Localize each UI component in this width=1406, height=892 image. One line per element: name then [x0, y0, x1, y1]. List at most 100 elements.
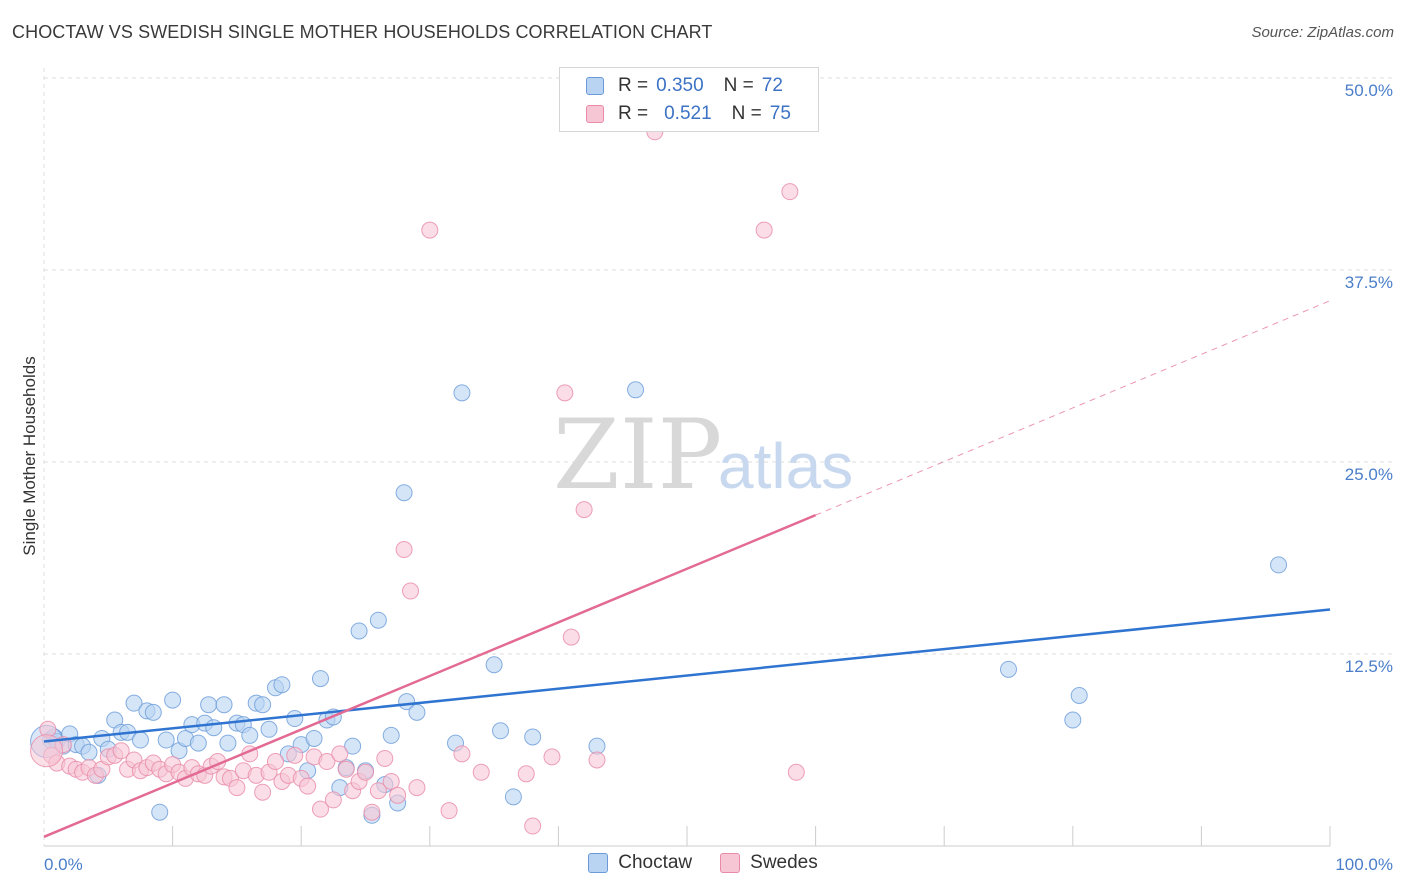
- swedes-point: [357, 763, 374, 781]
- x-tick-label: 0.0%: [44, 855, 83, 874]
- choctaw-point: [1270, 556, 1288, 574]
- choctaw-point: [305, 729, 323, 747]
- swedes-point: [755, 221, 773, 239]
- swedes-trend-line: [43, 513, 817, 838]
- swedes-point: [337, 760, 355, 778]
- swedes-point: [112, 742, 130, 760]
- swedes-point: [588, 751, 606, 769]
- choctaw-label: Choctaw: [618, 852, 693, 873]
- swedes-point: [266, 753, 284, 771]
- choctaw-point: [1070, 686, 1088, 704]
- legend-r-value: 0.350: [656, 75, 704, 96]
- chart-title: CHOCTAW VS SWEDISH SINGLE MOTHER HOUSEHO…: [12, 22, 713, 42]
- swedes-point: [575, 501, 593, 519]
- choctaw-point: [311, 670, 329, 688]
- watermark-zip: ZIP: [553, 399, 722, 511]
- swedes-swatch: [720, 853, 741, 873]
- legend-n-label: N =: [723, 75, 754, 96]
- swedes-point: [331, 745, 349, 763]
- data-points: [30, 123, 1288, 835]
- series-legend-swedes: Swedes: [720, 852, 818, 874]
- swedes-point: [562, 628, 580, 646]
- legend-r-value: 0.521: [664, 103, 712, 124]
- choctaw-point: [1000, 660, 1017, 678]
- swedes-point: [787, 763, 805, 781]
- swedes-point: [421, 221, 439, 239]
- watermark-atlas: atlas: [718, 430, 853, 502]
- swedes-point: [524, 817, 542, 835]
- choctaw-point: [189, 734, 207, 752]
- swedes-trend-extension: [815, 300, 1331, 516]
- x-axis-tick-labels: 0.0% 100.0%: [44, 855, 1393, 874]
- y-tick-label: 50.0%: [1345, 81, 1393, 100]
- choctaw-point: [408, 703, 426, 721]
- x-axis-ticks: [172, 826, 1331, 846]
- swedes-point: [382, 772, 400, 790]
- swedes-point: [781, 183, 799, 201]
- legend-swatch-choctaw: [586, 77, 604, 95]
- choctaw-point: [80, 743, 98, 761]
- legend-n-label: N =: [731, 103, 762, 124]
- choctaw-point: [344, 737, 362, 755]
- legend-swatch-swedes: [586, 105, 604, 123]
- choctaw-point: [215, 696, 233, 714]
- choctaw-point: [164, 691, 182, 709]
- swedes-point: [556, 384, 574, 402]
- legend-row-choctaw: R = 0.350 N = 72: [586, 74, 783, 98]
- choctaw-point: [219, 734, 237, 752]
- choctaw-point: [157, 731, 175, 749]
- choctaw-point: [369, 611, 387, 629]
- y-tick-label: 25.0%: [1345, 465, 1393, 484]
- series-legend-choctaw: Choctaw: [588, 852, 692, 874]
- y-axis-tick-labels: 12.5% 25.0% 37.5% 50.0%: [1345, 81, 1393, 676]
- choctaw-point: [205, 719, 223, 737]
- swedes-point: [369, 782, 387, 800]
- choctaw-point: [395, 484, 413, 502]
- choctaw-point: [524, 728, 542, 746]
- choctaw-point: [273, 676, 291, 694]
- swedes-point: [299, 777, 317, 795]
- choctaw-point: [125, 694, 143, 712]
- swedes-point: [408, 779, 426, 797]
- swedes-point: [402, 582, 420, 600]
- legend-row-swedes: R = 0.521 N = 75: [586, 102, 791, 126]
- swedes-point: [440, 802, 458, 820]
- swedes-point: [318, 753, 336, 771]
- choctaw-trend-line: [43, 608, 1331, 743]
- choctaw-point: [286, 710, 304, 728]
- choctaw-point: [453, 384, 471, 402]
- swedes-point: [453, 745, 471, 763]
- swedes-point: [254, 783, 272, 801]
- swedes-point: [517, 765, 535, 783]
- choctaw-point: [1064, 711, 1082, 729]
- choctaw-point: [627, 381, 645, 399]
- legend-r-label: R =: [618, 103, 649, 124]
- legend-r-label: R =: [618, 75, 649, 96]
- legend-n-value: 72: [761, 75, 783, 96]
- choctaw-point: [151, 803, 169, 821]
- choctaw-point: [144, 703, 162, 721]
- swedes-point: [389, 786, 407, 804]
- choctaw-point: [382, 726, 400, 744]
- source-credit: Source: ZipAtlas.com: [1251, 24, 1394, 41]
- swedes-point: [30, 734, 64, 768]
- swedes-point: [228, 779, 246, 797]
- x-tick-label: 100.0%: [1335, 855, 1393, 874]
- choctaw-point: [504, 788, 522, 806]
- choctaw-point: [485, 656, 503, 674]
- swedes-point: [395, 541, 413, 559]
- swedes-label: Swedes: [750, 852, 818, 873]
- stats-legend: R = 0.350 N = 72 R = 0.521 N = 75: [559, 67, 819, 132]
- swedes-point: [376, 749, 394, 767]
- choctaw-point: [260, 720, 278, 738]
- swedes-point: [472, 763, 490, 781]
- choctaw-point: [492, 722, 510, 740]
- y-tick-label: 37.5%: [1345, 273, 1393, 292]
- legend-n-value: 75: [769, 103, 791, 124]
- choctaw-point: [200, 696, 218, 714]
- swedes-point: [286, 746, 304, 764]
- y-tick-label: 12.5%: [1345, 657, 1393, 676]
- choctaw-point: [254, 696, 272, 714]
- swedes-point: [363, 803, 381, 821]
